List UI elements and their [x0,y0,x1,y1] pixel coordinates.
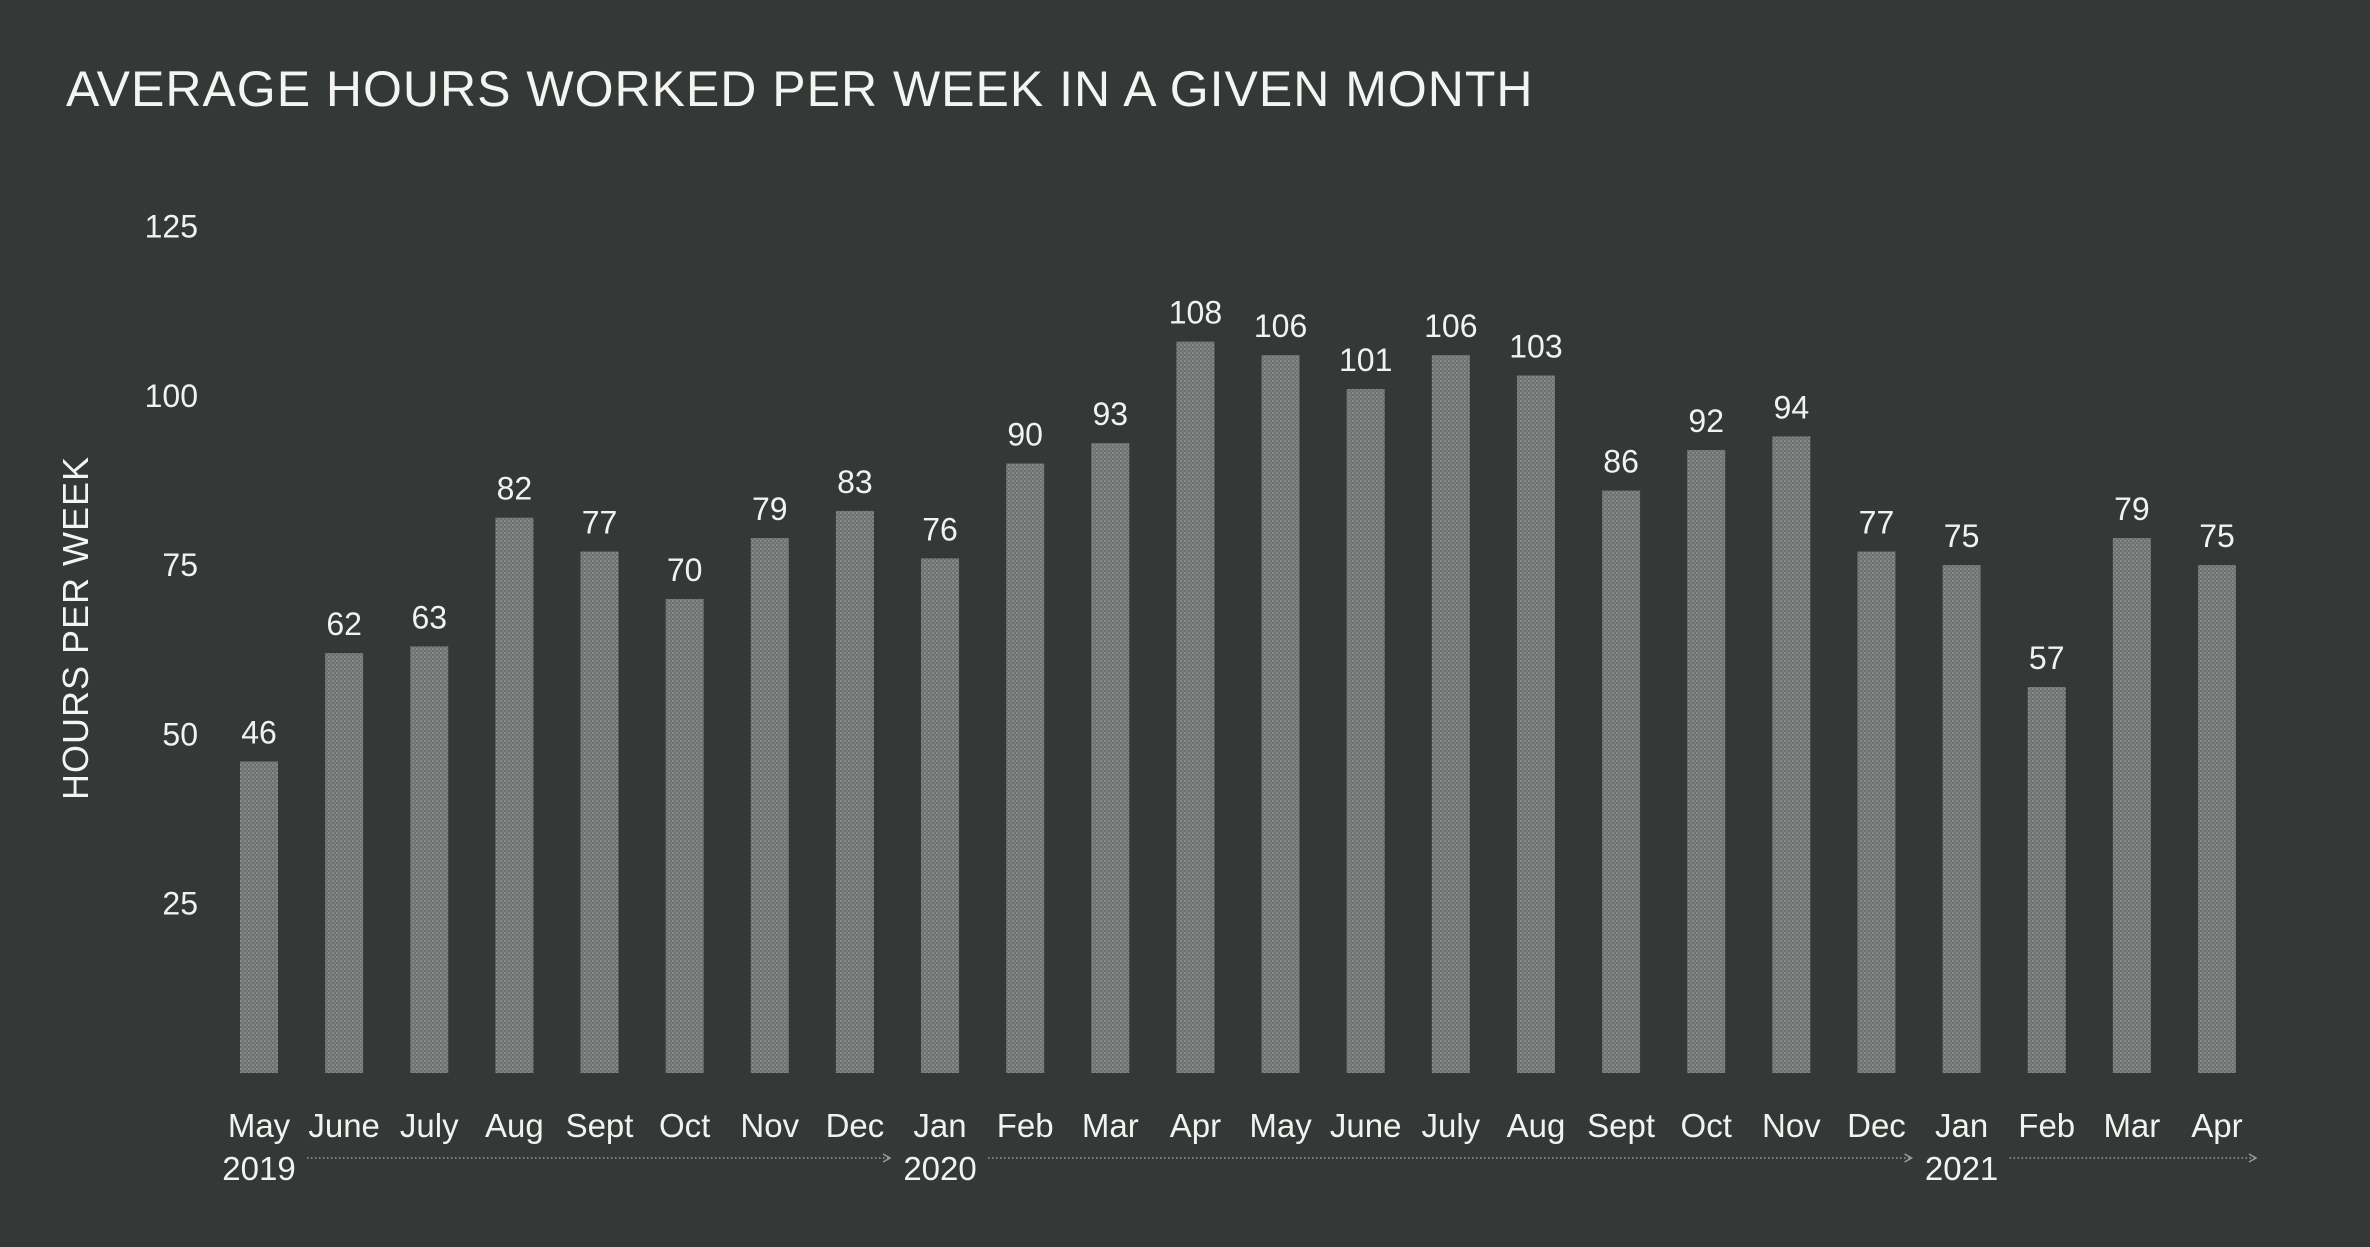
x-tick-label: Sept [566,1107,634,1144]
bar [580,551,619,1073]
bar [750,538,789,1073]
bar [1602,490,1641,1073]
x-tick-label: Apr [1170,1107,1221,1144]
value-label: 106 [1254,308,1307,344]
bars [240,341,2236,1074]
bar [2197,565,2236,1073]
y-tick-label: 75 [162,547,198,583]
x-tick-label: June [308,1107,380,1144]
bar [1346,389,1385,1073]
value-label: 77 [1859,505,1895,541]
y-tick-label: 50 [162,716,198,752]
value-label: 94 [1774,389,1810,425]
value-label: 83 [837,464,873,500]
value-label: 75 [1944,518,1980,554]
y-tick-label: 100 [145,378,198,414]
bar [1176,341,1215,1073]
chart-title: AVERAGE HOURS WORKED PER WEEK IN A GIVEN… [66,61,1534,117]
year-span-arrow [882,1153,892,1163]
value-label: 106 [1424,308,1477,344]
x-tick-label: Sept [1587,1107,1655,1144]
value-label: 93 [1093,396,1129,432]
bar [1006,463,1045,1073]
x-tick-label: Aug [485,1107,544,1144]
value-label: 63 [411,599,447,635]
value-label: 82 [497,471,533,507]
value-label: 77 [582,505,618,541]
bar [410,646,449,1073]
bar [1261,355,1300,1074]
bar [1857,551,1896,1073]
x-tick-label: June [1330,1107,1402,1144]
year-label: 2019 [222,1150,295,1187]
year-markers: 2019 2020 2021 [222,1150,2258,1187]
bar [1431,355,1470,1074]
bar [240,761,278,1073]
value-label: 90 [1007,417,1043,453]
value-label: 46 [241,714,277,750]
x-tick-label: Mar [1082,1107,1139,1144]
y-axis-ticks: 25 50 75 100 125 [145,209,198,922]
y-tick-label: 125 [145,209,198,245]
y-tick-label: 25 [162,886,198,922]
bar [2027,686,2066,1073]
value-label: 108 [1169,295,1222,331]
bar [1091,443,1130,1074]
x-tick-label: Dec [1847,1107,1906,1144]
bar [835,510,874,1073]
bar [2112,538,2151,1073]
x-tick-label: Feb [997,1107,1054,1144]
bar [495,517,534,1073]
year-span-arrow [1904,1153,1914,1163]
x-tick-label: Dec [826,1107,885,1144]
value-label: 86 [1603,444,1639,480]
bar [1942,565,1981,1073]
bar [665,598,704,1073]
x-tick-label: Apr [2191,1107,2242,1144]
value-label: 76 [922,511,958,547]
bar [1687,449,1726,1073]
value-label: 103 [1509,328,1562,364]
x-tick-label: Mar [2103,1107,2160,1144]
value-label: 92 [1688,403,1724,439]
x-tick-label: Aug [1507,1107,1566,1144]
x-tick-label: July [400,1107,459,1144]
x-tick-label: Oct [1681,1107,1732,1144]
bar [1516,375,1555,1073]
value-label: 70 [667,552,703,588]
x-tick-label: Oct [659,1107,710,1144]
x-tick-label: May [228,1107,291,1144]
x-tick-label: Nov [740,1107,799,1144]
value-label: 75 [2199,518,2235,554]
year-label: 2021 [1925,1150,1998,1187]
year-span-arrow [2248,1153,2258,1163]
bar [325,653,364,1073]
value-label: 79 [752,491,788,527]
x-axis-ticks: May June July Aug Sept Oct Nov Dec Jan Feb Mar Apr M… [228,1107,2243,1144]
x-tick-label: Jan [1935,1107,1988,1144]
value-labels: 46 62 63 82 77 70 79 83 76 90 93 108 106 101 106 103 86 9… [241,295,2235,751]
x-tick-label: Nov [1762,1107,1821,1144]
value-label: 79 [2114,491,2150,527]
value-label: 101 [1339,342,1392,378]
x-tick-label: July [1421,1107,1480,1144]
x-tick-label: May [1249,1107,1312,1144]
bar [1772,436,1811,1073]
x-tick-label: Jan [913,1107,966,1144]
x-tick-label: Feb [2018,1107,2075,1144]
year-label: 2020 [903,1150,976,1187]
value-label: 57 [2029,640,2065,676]
value-label: 62 [326,606,362,642]
bar [921,558,960,1073]
